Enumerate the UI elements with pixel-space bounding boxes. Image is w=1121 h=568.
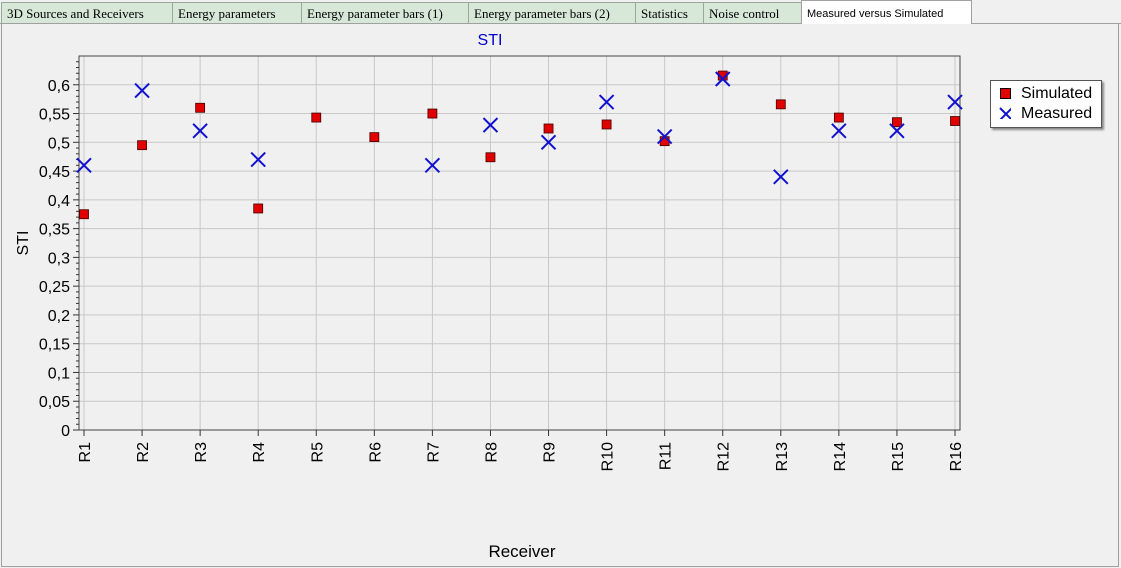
y-tick-label: 0,45: [39, 164, 70, 181]
x-tick-label: R1: [77, 442, 94, 463]
y-tick-label: 0,2: [48, 308, 70, 325]
measured-point-stroke: [889, 123, 905, 139]
y-tick-label: 0,55: [39, 107, 70, 124]
measured-point-stroke: [482, 117, 499, 133]
chart-title: STI: [478, 32, 503, 49]
x-tick-label: R9: [542, 442, 559, 463]
measured-point: [715, 71, 731, 87]
plot-area: [78, 55, 961, 431]
measured-point: [424, 157, 441, 174]
simulated-point: [195, 102, 206, 113]
measured-point: [134, 82, 150, 99]
y-axis-label: STI: [15, 231, 32, 256]
y-tick-label: 0,25: [39, 279, 70, 296]
simulated-point: [892, 117, 902, 128]
simulated-point: [253, 203, 264, 214]
data-series: [76, 70, 963, 220]
y-tick-label: 0,05: [39, 394, 70, 411]
x-tick-label: R5: [309, 442, 326, 463]
measured-point: [947, 94, 963, 110]
tab-measured-versus-simulated[interactable]: Measured versus Simulated: [801, 0, 972, 24]
x-tick-label: R8: [483, 442, 500, 463]
y-tick-label: 0,5: [48, 135, 70, 152]
grid-lines: [79, 56, 960, 430]
simulated-swatch: [1000, 88, 1011, 99]
x-tick-label: R11: [658, 442, 675, 470]
y-tick-label: 0,15: [39, 337, 70, 354]
simulated-point: [833, 112, 844, 123]
legend-label-measured: Measured: [1021, 105, 1093, 122]
measured-point: [773, 169, 789, 185]
x-axis-ticks: R1 R2 R3 R4 R5 R6 R7 R8 R9 R10 R11 R12 R13 R14 R15 R16: [77, 430, 965, 471]
simulated-point: [485, 152, 496, 163]
measured-point: [250, 151, 266, 168]
measured-point-stroke: [76, 157, 92, 174]
measured-point: [192, 123, 208, 139]
measured-point: [598, 94, 615, 110]
measured-point-stroke: [424, 157, 441, 174]
x-tick-label: R3: [193, 442, 210, 463]
x-tick-label: R13: [774, 442, 791, 471]
tab-energy-parameters[interactable]: Energy parameters: [172, 2, 302, 23]
y-tick-label: 0,6: [48, 78, 70, 95]
tab-divider: [0, 23, 1121, 24]
measured-point-stroke: [192, 123, 208, 139]
simulated-point: [950, 116, 960, 126]
chart-panel: [1, 24, 1119, 567]
y-tick-label: 0,4: [48, 193, 70, 210]
simulated-point: [311, 112, 322, 123]
measured-point-stroke: [947, 94, 963, 110]
y-axis-ticks: 0 0,05 0,1 0,15 0,2 0,25 0,3 0,35 0,4 0,45 0,5 0,55…: [39, 61, 79, 440]
tab-bar: 3D Sources and Receivers Energy paramete…: [0, 0, 1121, 24]
simulated-point: [369, 132, 380, 143]
y-tick-label: 0,1: [48, 365, 70, 382]
x-tick-label: R14: [832, 442, 849, 471]
measured-point: [889, 123, 905, 139]
x-axis-label: Receiver: [488, 542, 555, 561]
measured-point-stroke: [831, 123, 847, 139]
measured-point-stroke: [134, 82, 150, 99]
simulated-point: [543, 123, 554, 134]
measured-point: [540, 134, 557, 151]
x-tick-label: R7: [425, 442, 442, 463]
x-tick-label: R15: [890, 442, 907, 471]
x-tick-label: R4: [251, 442, 268, 463]
y-tick-label: 0,35: [39, 222, 70, 239]
measured-point-stroke: [598, 94, 615, 110]
y-tick-label: 0: [61, 423, 70, 440]
measured-point-stroke: [656, 128, 673, 145]
simulated-point: [775, 99, 786, 110]
tab-statistics[interactable]: Statistics: [635, 2, 704, 23]
simulated-point: [601, 119, 612, 130]
tab-energy-parameter-bars-2[interactable]: Energy parameter bars (2): [468, 2, 636, 23]
measured-point: [76, 157, 92, 174]
x-tick-label: R16: [948, 442, 965, 471]
simulated-point: [427, 108, 438, 119]
y-tick-label: 0,3: [48, 250, 70, 267]
x-tick-label: R6: [367, 442, 384, 463]
measured-point-stroke: [773, 169, 789, 185]
measured-point-stroke: [540, 134, 557, 151]
measured-point-stroke: [715, 71, 731, 87]
measured-point-stroke: [250, 151, 266, 168]
simulated-point: [137, 140, 147, 151]
legend-label-simulated: Simulated: [1021, 85, 1093, 102]
measured-point: [482, 117, 499, 133]
measured-point: [656, 128, 673, 145]
simulated-point: [659, 136, 670, 147]
simulated-point: [79, 209, 89, 220]
x-tick-label: R10: [600, 442, 617, 471]
measured-point: [831, 123, 847, 139]
tab-noise-control[interactable]: Noise control: [703, 2, 802, 23]
measured-swatch: [999, 107, 1011, 119]
x-tick-label: R2: [135, 442, 152, 463]
chart-legend: Simulated Measured: [990, 80, 1102, 128]
x-tick-label: R12: [716, 442, 733, 471]
